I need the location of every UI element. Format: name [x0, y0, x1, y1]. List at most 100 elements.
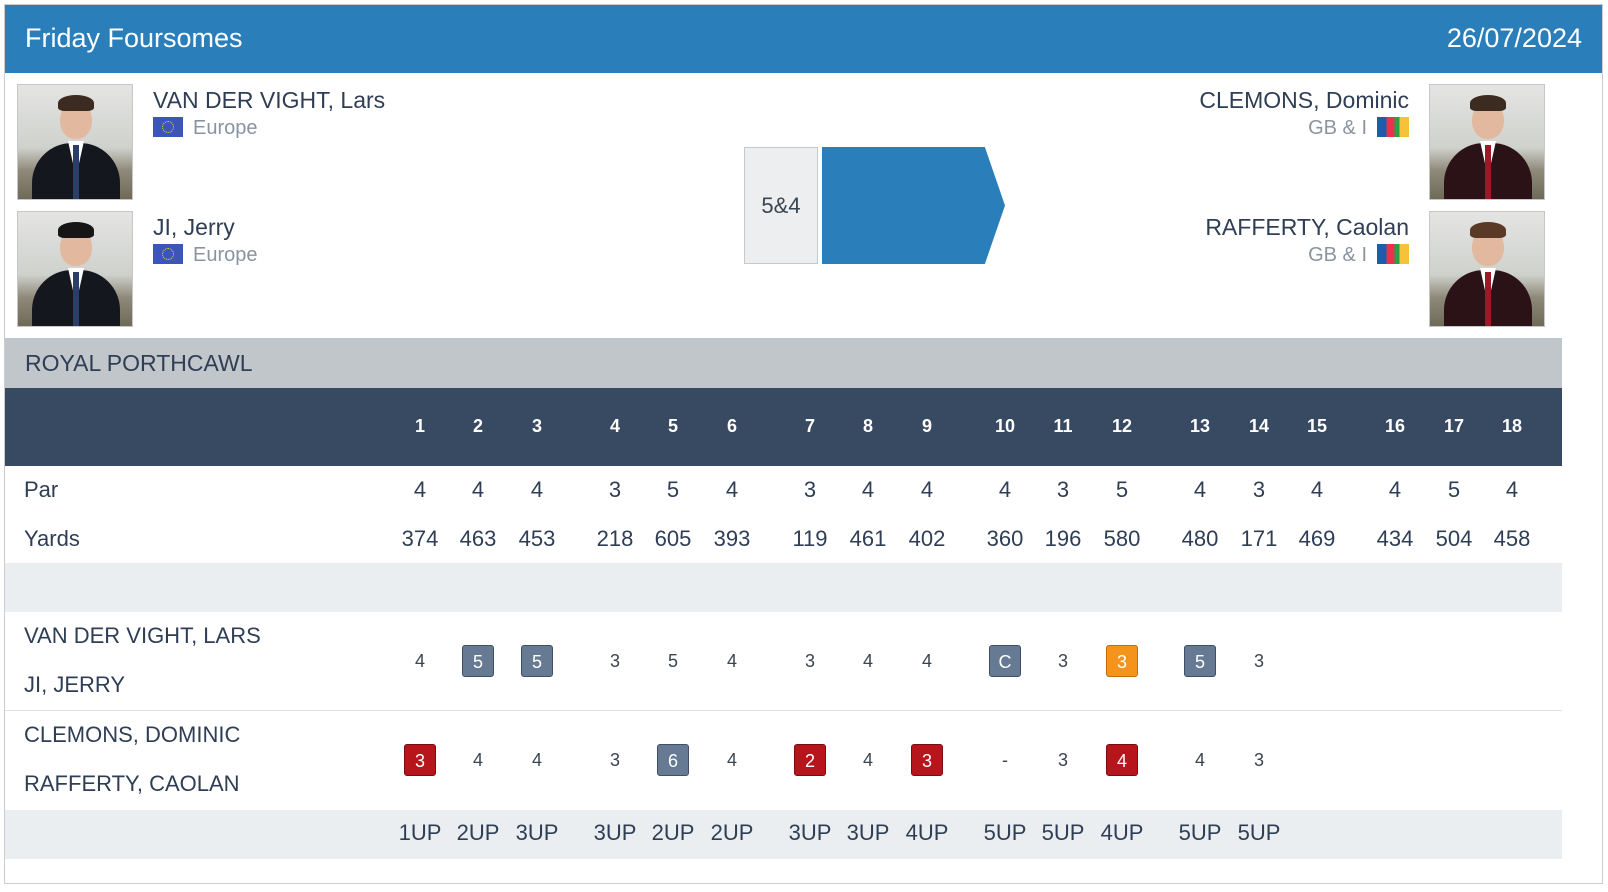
par-value: 4 — [413, 477, 427, 502]
par-value: 3 — [1252, 477, 1266, 502]
hole-number: 4 — [609, 416, 620, 436]
pair2-score: 4 — [862, 750, 873, 770]
team-label: GB & I — [1308, 117, 1409, 140]
pair1-score: 4 — [726, 651, 737, 671]
match-status: 3UP — [788, 820, 832, 845]
pair1-score: 3 — [1253, 651, 1264, 671]
match-result: 5&4 — [744, 147, 818, 264]
hole-number: 16 — [1384, 416, 1406, 436]
team-label: GB & I — [1308, 244, 1409, 267]
pair2-player1: CLEMONS, DOMINIC — [24, 722, 241, 747]
spacer-band — [5, 563, 1562, 612]
pair1-score: 4 — [921, 651, 932, 671]
par-value: 3 — [1056, 477, 1070, 502]
match-card — [4, 4, 1603, 884]
pair1-score: 3 — [609, 651, 620, 671]
match-status: 3UP — [593, 820, 637, 845]
par-value: 4 — [1505, 477, 1519, 502]
team-label: Europe — [153, 244, 258, 267]
player-photo-clemons — [1429, 84, 1545, 200]
match-status: 5UP — [983, 820, 1027, 845]
yards-value: 480 — [1181, 526, 1219, 551]
pair1-score: 3 — [1106, 645, 1138, 677]
yards-value: 453 — [518, 526, 556, 551]
par-value: 4 — [530, 477, 544, 502]
match-status: 2UP — [710, 820, 754, 845]
pair1-score: 4 — [414, 651, 425, 671]
yards-value: 119 — [792, 526, 828, 551]
yards-value: 218 — [596, 526, 634, 551]
match-status: 2UP — [456, 820, 500, 845]
scorecard-header — [5, 388, 1562, 466]
pair1-player1: VAN DER VIGHT, LARS — [24, 623, 261, 648]
player-photo-van-der-vight — [17, 84, 133, 200]
pair1-player2: JI, JERRY — [24, 672, 126, 697]
pair2-player2: RAFFERTY, CAOLAN — [24, 771, 240, 796]
yards-label: Yards — [24, 526, 80, 551]
yards-value: 461 — [849, 526, 887, 551]
hole-number: 14 — [1248, 416, 1270, 436]
pair2-score: 3 — [911, 744, 943, 776]
gbi-flag-icon — [1377, 117, 1409, 137]
yards-value: 374 — [401, 526, 439, 551]
yards-value: 469 — [1298, 526, 1336, 551]
yards-value: 171 — [1240, 526, 1278, 551]
pair2-score: 6 — [657, 744, 689, 776]
pair2-score: 2 — [794, 744, 826, 776]
yards-value: 504 — [1435, 526, 1473, 551]
yards-value: 458 — [1493, 526, 1531, 551]
team-label: Europe — [153, 117, 258, 140]
pair1-score: 5 — [521, 645, 553, 677]
yards-value: 463 — [459, 526, 497, 551]
player-photo-ji — [17, 211, 133, 327]
par-value: 4 — [1193, 477, 1207, 502]
hole-number: 2 — [472, 416, 483, 436]
yards-value: 196 — [1044, 526, 1082, 551]
par-value: 4 — [1310, 477, 1324, 502]
gbi-flag-icon — [1377, 244, 1409, 264]
pair1-score: 3 — [804, 651, 815, 671]
par-value: 3 — [608, 477, 622, 502]
pair2-score: 4 — [726, 750, 737, 770]
pair1-score: 5 — [1184, 645, 1216, 677]
hole-number: 15 — [1306, 416, 1328, 436]
hole-number: 13 — [1189, 416, 1211, 436]
match-header: Friday Foursomes 26/07/2024 — [5, 5, 1602, 73]
match-status: 5UP — [1237, 820, 1281, 845]
player-photo-rafferty — [1429, 211, 1545, 327]
match-status: 5UP — [1178, 820, 1222, 845]
hole-number: 5 — [667, 416, 678, 436]
hole-number: 11 — [1053, 416, 1073, 436]
par-value: 4 — [471, 477, 485, 502]
pair2-score: 3 — [609, 750, 620, 770]
par-value: 4 — [861, 477, 875, 502]
match-status: 1UP — [398, 820, 442, 845]
pair2-score: 4 — [1194, 750, 1205, 770]
pair2-score: 3 — [1253, 750, 1264, 770]
match-status: 4UP — [905, 820, 949, 845]
par-value: 4 — [1388, 477, 1402, 502]
pair2-score: 4 — [472, 750, 483, 770]
yards-value: 402 — [908, 526, 946, 551]
eu-flag-icon — [153, 117, 183, 137]
yards-value: 580 — [1103, 526, 1141, 551]
match-title: Friday Foursomes — [25, 23, 243, 53]
hole-number: 18 — [1501, 416, 1523, 436]
hole-number: 10 — [994, 416, 1016, 436]
pair2-score: 4 — [1106, 744, 1138, 776]
hole-number: 1 — [414, 416, 425, 436]
match-status: 4UP — [1100, 820, 1144, 845]
yards-value: 393 — [713, 526, 751, 551]
hole-number: 12 — [1111, 416, 1133, 436]
match-status-row — [5, 810, 1562, 859]
eu-flag-icon — [153, 244, 183, 264]
yards-value: 434 — [1376, 526, 1414, 551]
hole-number: 8 — [862, 416, 873, 436]
par-value: 5 — [1447, 477, 1461, 502]
par-value: 4 — [920, 477, 934, 502]
hole-number: 3 — [531, 416, 542, 436]
hole-number: 17 — [1443, 416, 1465, 436]
player-name: VAN DER VIGHT, Lars — [153, 87, 386, 113]
hole-number: 9 — [921, 416, 932, 436]
pair1-score: 5 — [667, 651, 678, 671]
